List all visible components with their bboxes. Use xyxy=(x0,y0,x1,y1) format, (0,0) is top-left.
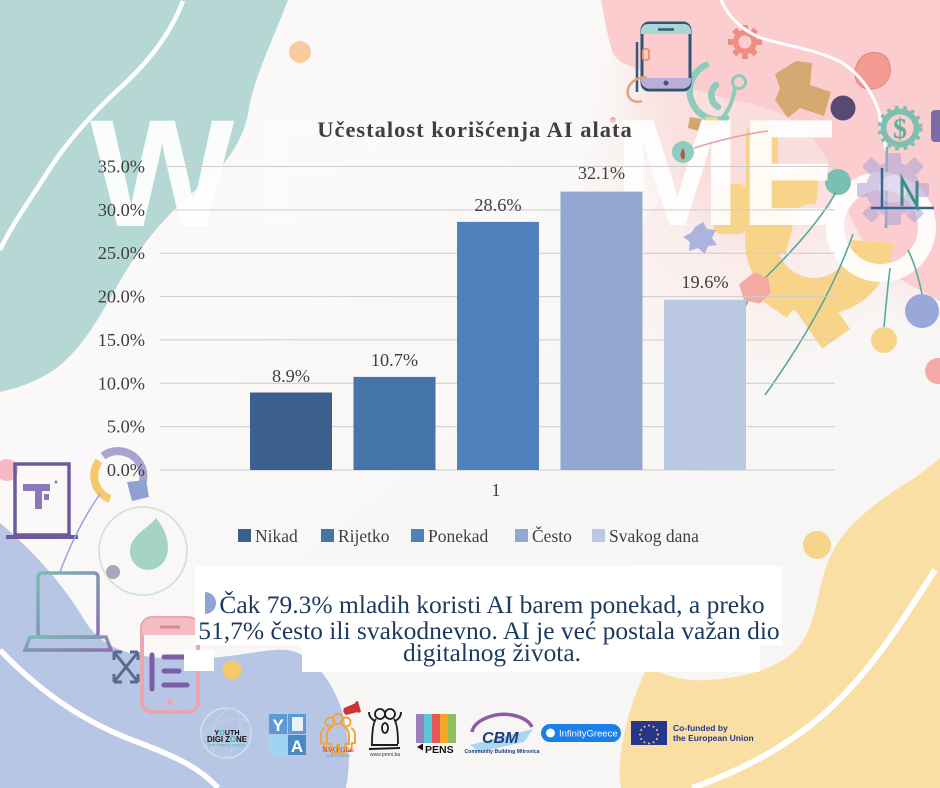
svg-text:51,7% često ili svakodnevno. A: 51,7% često ili svakodnevno. AI je već p… xyxy=(198,616,779,645)
svg-text:Nikad: Nikad xyxy=(255,526,298,546)
svg-text:Y: Y xyxy=(272,716,284,735)
svg-text:Rijetko: Rijetko xyxy=(338,526,390,546)
svg-text:1: 1 xyxy=(491,480,500,500)
svg-text:Čak 79.3% mladih koristi AI ba: Čak 79.3% mladih koristi AI barem poneka… xyxy=(219,590,764,619)
svg-text:Često: Često xyxy=(532,526,572,546)
svg-text:32.1%: 32.1% xyxy=(578,163,625,183)
svg-text:Učestalost korišćenja AI alata: Učestalost korišćenja AI alata xyxy=(317,117,633,142)
svg-text:10.7%: 10.7% xyxy=(371,350,418,370)
svg-text:DIGI ZONE: DIGI ZONE xyxy=(207,735,247,744)
svg-text:InfinityGreece: InfinityGreece xyxy=(559,729,618,740)
svg-text:30.0%: 30.0% xyxy=(98,200,145,220)
svg-text:CBM: CBM xyxy=(482,730,519,747)
svg-text:www.proni.ba: www.proni.ba xyxy=(370,752,400,758)
svg-text:the European Union: the European Union xyxy=(673,733,754,743)
svg-text:YOUTH: YOUTH xyxy=(214,728,239,737)
svg-text:W: W xyxy=(90,88,235,259)
svg-text:NVO Glas: NVO Glas xyxy=(322,745,354,754)
svg-text:digitalnog života.: digitalnog života. xyxy=(403,638,581,667)
svg-text:GLAS PODRSKE: GLAS PODRSKE xyxy=(326,754,351,758)
svg-text:Ponekad: Ponekad xyxy=(428,526,489,546)
svg-text:0.0%: 0.0% xyxy=(107,460,145,480)
svg-text:15.0%: 15.0% xyxy=(98,330,145,350)
svg-text:ME: ME xyxy=(614,88,840,258)
svg-text:PENS: PENS xyxy=(425,744,454,756)
svg-text:Community Building Mitrovica: Community Building Mitrovica xyxy=(465,749,540,755)
svg-text:OUR COMMON GROUND: OUR COMMON GROUND xyxy=(208,744,247,748)
svg-text:10.0%: 10.0% xyxy=(98,373,145,393)
svg-text:19.6%: 19.6% xyxy=(681,272,728,292)
svg-text:Co-funded by: Co-funded by xyxy=(673,723,728,733)
svg-text:28.6%: 28.6% xyxy=(474,195,521,215)
svg-text:A: A xyxy=(291,737,303,756)
svg-text:$: $ xyxy=(893,114,907,145)
svg-text:20.0%: 20.0% xyxy=(98,287,145,307)
svg-text:35.0%: 35.0% xyxy=(98,157,145,177)
svg-text:8.9%: 8.9% xyxy=(272,366,310,386)
svg-text:25.0%: 25.0% xyxy=(98,243,145,263)
svg-text:5.0%: 5.0% xyxy=(107,417,145,437)
svg-text:Svakog dana: Svakog dana xyxy=(609,526,699,546)
